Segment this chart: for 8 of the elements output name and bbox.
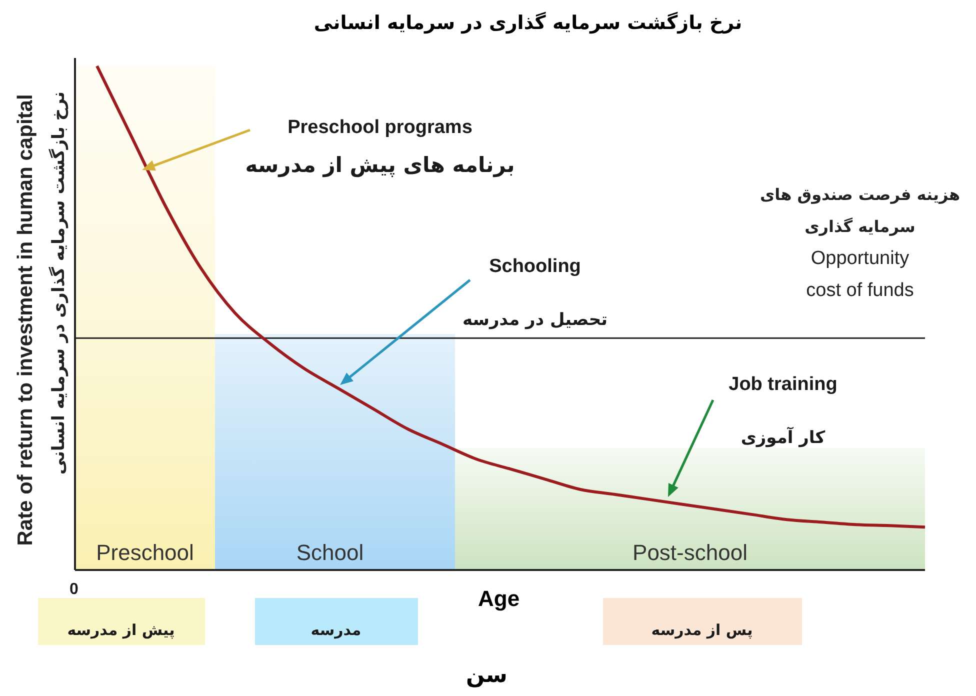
- annotation: School: [296, 540, 364, 565]
- annotation: Preschool: [96, 540, 194, 565]
- text: پیش از مدرسه: [67, 621, 175, 639]
- chart-title: نرخ بازگشت سرمایه گذاری در سرمایه انسانی: [312, 12, 744, 34]
- text: پس از مدرسه: [651, 621, 753, 639]
- text: مدرسه: [310, 621, 362, 639]
- text: 0: [70, 581, 79, 598]
- annotation: Post-school: [632, 540, 748, 565]
